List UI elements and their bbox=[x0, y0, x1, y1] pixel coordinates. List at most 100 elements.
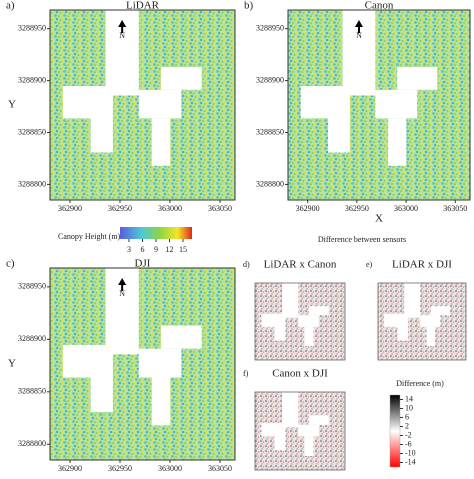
colorbar-label: -14 bbox=[405, 457, 416, 466]
legend-title: Difference (m) bbox=[396, 379, 444, 388]
x-tick-label: 362900 bbox=[58, 464, 82, 473]
y-tick-label: 3288800 bbox=[18, 439, 46, 448]
y-tick-label: 3288800 bbox=[18, 179, 46, 188]
colorbar-label: 15 bbox=[179, 245, 187, 254]
y-tick-label: 3288950 bbox=[256, 24, 284, 33]
gap bbox=[420, 315, 441, 327]
gap bbox=[90, 114, 113, 153]
gap bbox=[397, 325, 408, 341]
gap bbox=[161, 67, 202, 90]
x-tick-label: 363050 bbox=[208, 464, 232, 473]
gap bbox=[384, 313, 408, 327]
gap bbox=[161, 325, 202, 349]
y-tick-label: 3288850 bbox=[18, 387, 46, 396]
x-tick-label: 363000 bbox=[158, 464, 182, 473]
colorbar-label: 3 bbox=[127, 245, 131, 254]
legend-title: Canopy Height (m) bbox=[58, 232, 121, 241]
gap bbox=[138, 89, 182, 119]
diff-frame bbox=[377, 282, 467, 361]
panel-letter: b) bbox=[244, 0, 254, 12]
map-frame bbox=[287, 9, 471, 201]
north-arrow bbox=[118, 20, 127, 33]
gap bbox=[304, 326, 314, 347]
colorbar bbox=[389, 394, 401, 468]
gap bbox=[282, 283, 299, 318]
colorbar-label: 6 bbox=[141, 245, 145, 254]
colorbar-label: 6 bbox=[405, 412, 409, 421]
gap bbox=[298, 315, 319, 327]
x-tick-label: 362950 bbox=[108, 464, 132, 473]
gap bbox=[282, 392, 299, 428]
north-label: N bbox=[119, 289, 125, 298]
map-title: DJI bbox=[135, 258, 151, 270]
north-arrow bbox=[354, 20, 363, 33]
colorbar-label: 12 bbox=[166, 245, 174, 254]
panel-letter: d) bbox=[243, 260, 250, 269]
gap bbox=[261, 313, 286, 327]
colorbar-label: 14 bbox=[405, 394, 413, 403]
colorbar-label: 10 bbox=[405, 403, 413, 412]
y-tick-label: 3288950 bbox=[18, 282, 46, 291]
map-title: Canon bbox=[365, 0, 394, 12]
gap bbox=[328, 114, 350, 153]
colorbar-label: -6 bbox=[405, 439, 412, 448]
gap bbox=[138, 348, 182, 378]
x-tick-label: 362950 bbox=[345, 204, 369, 213]
colorbar-label: -2 bbox=[405, 430, 412, 439]
gap bbox=[309, 415, 329, 425]
panel-letter: a) bbox=[6, 0, 15, 12]
panel-letter: c) bbox=[6, 258, 15, 270]
y-tick-label: 3288850 bbox=[256, 127, 284, 136]
north-label: N bbox=[119, 31, 125, 40]
y-tick-label: 3288950 bbox=[18, 24, 46, 33]
diff-frame bbox=[254, 391, 346, 471]
gap bbox=[430, 306, 451, 316]
gap bbox=[298, 424, 319, 437]
panel-letter: e) bbox=[366, 260, 373, 269]
diff-frame bbox=[254, 282, 346, 361]
gap bbox=[90, 373, 113, 412]
gap bbox=[388, 118, 407, 166]
north-arrow bbox=[118, 278, 127, 291]
gap bbox=[397, 67, 438, 90]
gap bbox=[426, 326, 436, 347]
gap bbox=[274, 434, 286, 451]
gap bbox=[274, 325, 286, 341]
map-frame bbox=[49, 267, 236, 461]
gap bbox=[300, 86, 350, 119]
gap bbox=[375, 89, 418, 119]
y-tick-label: 3288900 bbox=[256, 75, 284, 84]
gap bbox=[261, 423, 286, 437]
x-tick-label: 362900 bbox=[58, 204, 82, 213]
gap bbox=[304, 436, 314, 456]
y-axis-label: Y bbox=[8, 99, 16, 111]
gap bbox=[151, 118, 171, 166]
x-tick-label: 363000 bbox=[394, 204, 418, 213]
gap bbox=[62, 86, 113, 119]
x-tick-label: 362950 bbox=[108, 204, 132, 213]
map-title: LiDAR bbox=[126, 0, 160, 12]
gap bbox=[404, 283, 421, 318]
gap bbox=[151, 377, 171, 426]
panel-letter: f) bbox=[243, 369, 249, 378]
gap bbox=[62, 344, 113, 378]
colorbar bbox=[120, 227, 192, 239]
x-tick-label: 362900 bbox=[296, 204, 320, 213]
y-tick-label: 3288900 bbox=[18, 75, 46, 84]
diff-title: LiDAR x DJI bbox=[392, 259, 452, 271]
map-frame bbox=[49, 9, 236, 201]
x-axis-label: X bbox=[375, 213, 383, 225]
colorbar-label: -10 bbox=[405, 448, 416, 457]
y-tick-label: 3288800 bbox=[256, 179, 284, 188]
gap bbox=[309, 306, 329, 316]
diff-title: LiDAR x Canon bbox=[264, 259, 337, 271]
colorbar-label: 9 bbox=[154, 245, 158, 254]
diff-title: Canon x DJI bbox=[272, 368, 328, 380]
y-axis-label: Y bbox=[8, 358, 16, 370]
x-tick-label: 363050 bbox=[208, 204, 232, 213]
colorbar-label: 2 bbox=[405, 421, 409, 430]
y-tick-label: 3288900 bbox=[18, 334, 46, 343]
y-tick-label: 3288850 bbox=[18, 127, 46, 136]
x-tick-label: 363050 bbox=[443, 204, 467, 213]
